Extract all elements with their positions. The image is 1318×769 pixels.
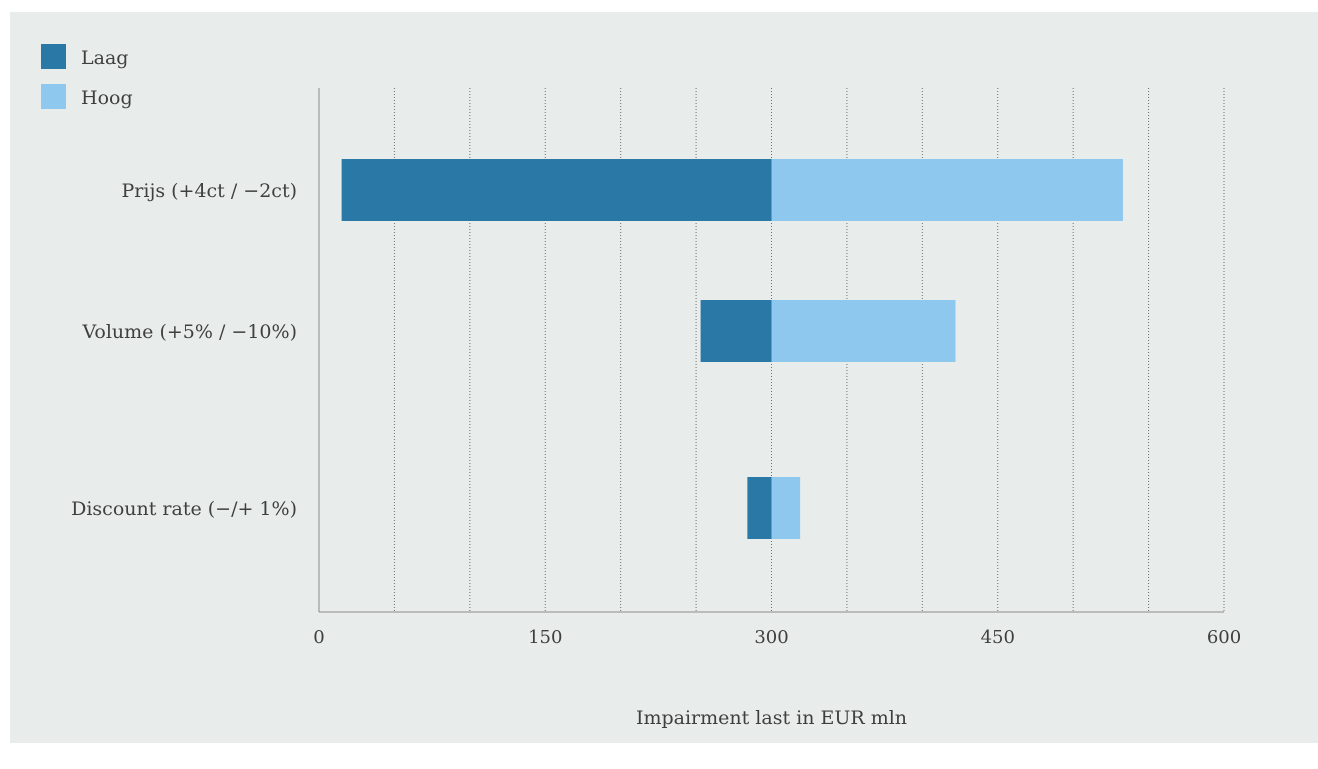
bars [341,159,1123,539]
chart-panel [10,12,1318,743]
category-labels: Prijs (+4ct / −2ct) Volume (+5% / −10%) Di… [71,180,297,520]
category-label-1: Volume (+5% / −10%) [81,321,297,343]
x-tick-label-0: 0 [313,627,324,648]
legend-swatch-hoog [41,84,66,109]
x-tick-label-600: 600 [1207,627,1241,648]
legend: Laag Hoog [41,44,133,109]
legend-label-laag: Laag [81,47,128,69]
bar-laag-0 [341,159,772,221]
x-tick-labels: 0 150 300 450 600 [313,627,1241,648]
x-tick-label-300: 300 [754,627,788,648]
bar-laag-2 [747,477,772,539]
legend-label-hoog: Hoog [81,87,133,109]
category-label-2: Discount rate (−/+ 1%) [71,498,297,520]
x-axis-label: Impairment last in EUR mln [636,707,907,729]
legend-swatch-laag [41,44,66,69]
bar-hoog-1 [771,300,956,362]
bar-laag-1 [700,300,772,362]
x-tick-label-450: 450 [981,627,1015,648]
category-label-0: Prijs (+4ct / −2ct) [122,180,298,202]
bar-hoog-2 [771,477,801,539]
x-tick-label-150: 150 [528,627,562,648]
bar-hoog-0 [771,159,1123,221]
